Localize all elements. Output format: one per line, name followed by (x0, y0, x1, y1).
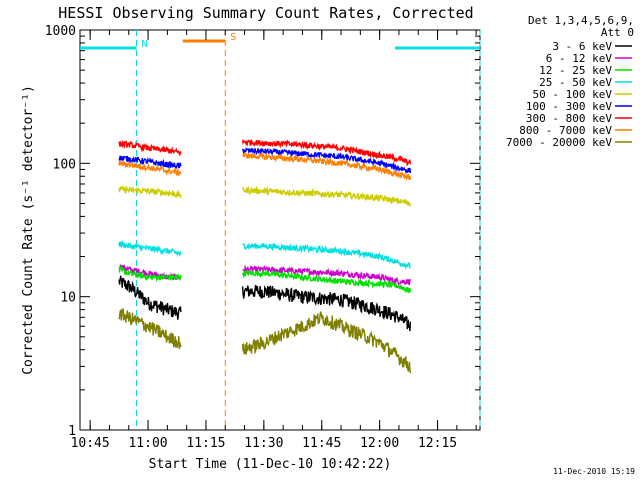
series-line (241, 284, 412, 332)
x-tick-label: 11:30 (244, 436, 283, 451)
legend-label: 25 - 50 keV (539, 76, 612, 89)
night-label: N (141, 39, 147, 50)
saa-label: S (230, 32, 236, 43)
series-line (241, 310, 412, 374)
x-tick-label: 11:00 (128, 436, 167, 451)
series-line (118, 140, 182, 157)
orbit-markers: NS (80, 30, 481, 430)
legend-header: Att 0 (601, 26, 634, 39)
legend-label: 6 - 12 keV (546, 52, 613, 65)
legend-label: 12 - 25 keV (539, 64, 612, 77)
series-line (118, 308, 182, 350)
date-stamp: 11-Dec-2010 15:19 (553, 467, 635, 476)
axes: 1 10 100 1000 10:45 11:00 11:15 11:30 11:45 12:00… (45, 24, 480, 451)
x-tick-label: 12:15 (418, 436, 457, 451)
chart-title: HESSI Observing Summary Count Rates, Cor… (58, 4, 473, 22)
series-line (242, 185, 412, 207)
legend-label: 100 - 300 keV (526, 100, 612, 113)
x-axis-label: Start Time (11-Dec-10 10:42:22) (149, 457, 392, 472)
series-line (242, 242, 411, 270)
x-tick-label: 12:00 (360, 436, 399, 451)
legend-label: 800 - 7000 keV (519, 124, 612, 137)
series-line (242, 152, 412, 181)
legend-label: 50 - 100 keV (533, 88, 613, 101)
series-lines (118, 138, 412, 374)
y-tick-label: 1 (68, 424, 76, 439)
y-tick-label: 1000 (45, 24, 76, 39)
series-line (118, 275, 182, 320)
legend-header: Det 1,3,4,5,6,9, (528, 14, 634, 27)
series-line (241, 268, 412, 294)
plot-frame (79, 29, 481, 431)
series-line (118, 264, 182, 282)
legend-label: 300 - 800 keV (526, 112, 612, 125)
x-tick-label: 11:15 (186, 436, 225, 451)
x-tick-label: 11:45 (302, 436, 341, 451)
series-line (118, 184, 182, 200)
y-tick-label: 100 (53, 157, 76, 172)
x-tick-label: 10:45 (71, 436, 110, 451)
y-axis-label: Corrected Count Rate (s⁻¹ detector⁻¹) (21, 85, 36, 375)
legend-label: 7000 - 20000 keV (506, 136, 612, 149)
series-line (241, 147, 412, 175)
series-line (118, 240, 182, 258)
y-tick-label: 10 (60, 291, 76, 306)
series-line (242, 264, 412, 286)
series-line (118, 160, 182, 177)
legend-label: 3 - 6 keV (552, 40, 612, 53)
series-line (241, 138, 412, 167)
series-line (118, 155, 182, 169)
